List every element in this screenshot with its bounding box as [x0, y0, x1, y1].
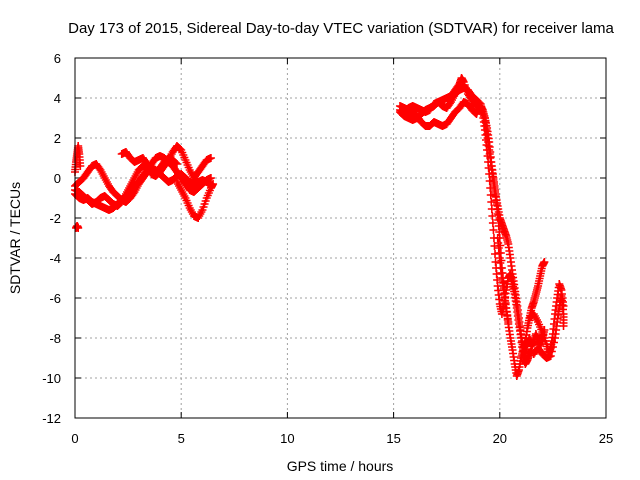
grid-lines	[75, 58, 606, 418]
data-point	[172, 160, 181, 168]
data-point	[485, 177, 494, 185]
y-tick-label: 2	[54, 131, 61, 146]
data-point	[489, 226, 498, 234]
y-tick-label: -6	[49, 291, 61, 306]
data-point	[548, 343, 557, 351]
x-tick-label: 15	[386, 431, 400, 446]
data-point	[485, 170, 494, 178]
data-point	[504, 318, 513, 326]
data-point	[559, 322, 568, 330]
data-point	[488, 212, 497, 220]
data-points	[71, 74, 568, 380]
y-tick-label: -4	[49, 251, 61, 266]
data-point	[487, 198, 496, 206]
y-tick-label: -2	[49, 211, 61, 226]
plot-frame	[74, 57, 607, 419]
y-tick-label: 4	[54, 91, 61, 106]
y-tick-label: -12	[42, 411, 61, 426]
data-point	[488, 219, 497, 227]
y-axis-label: SDTVAR / TECUs	[7, 182, 23, 294]
data-point	[74, 224, 83, 232]
data-point	[491, 250, 500, 258]
data-point	[486, 191, 495, 199]
data-point	[486, 184, 495, 192]
data-point	[547, 347, 556, 356]
x-tick-label: 25	[599, 431, 613, 446]
data-point	[209, 180, 218, 188]
x-tick-label: 5	[178, 431, 185, 446]
data-point	[540, 258, 549, 266]
data-point	[206, 174, 215, 182]
data-point	[475, 99, 484, 107]
data-point	[549, 338, 558, 347]
data-point	[206, 154, 215, 162]
y-tick-label: -8	[49, 331, 61, 346]
y-tick-label: 0	[54, 171, 61, 186]
x-tick-label: 20	[493, 431, 507, 446]
y-tick-label: 6	[54, 51, 61, 66]
x-axis-label: GPS time / hours	[287, 458, 394, 474]
x-tick-label: 0	[71, 431, 78, 446]
data-point	[546, 352, 555, 360]
data-point	[76, 162, 85, 170]
chart-title: Day 173 of 2015, Sidereal Day-to-day VTE…	[68, 20, 614, 37]
y-tick-label: -10	[42, 371, 61, 386]
data-point	[171, 159, 180, 167]
x-tick-label: 10	[280, 431, 294, 446]
tick-labels: 0 5 10 15 20 25 -12 -10 -8 -6 -4 -2 0 2 4 6	[42, 51, 613, 446]
data-point	[487, 205, 496, 213]
